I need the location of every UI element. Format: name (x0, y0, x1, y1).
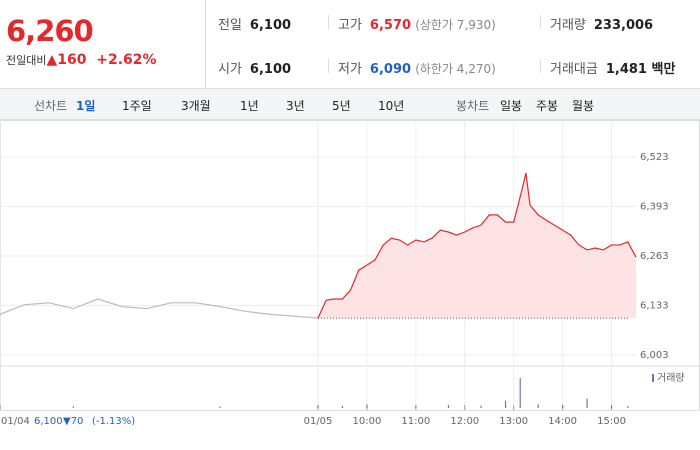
change-amount: ▲160 (46, 52, 87, 68)
change-pct: +2.62% (96, 52, 157, 68)
separator (540, 59, 541, 73)
info-key: 고가 (338, 18, 362, 33)
candle-tab[interactable]: 월봉 (572, 99, 595, 113)
change-label: 전일대비 (6, 54, 47, 67)
x-tick-label: 15:00 (597, 416, 626, 427)
info-cell: 전일 6,100 (218, 14, 291, 33)
volume-bar (480, 405, 482, 408)
candle-tab[interactable]: 일봉 (500, 99, 523, 113)
x-tick-label: 13:00 (499, 416, 528, 427)
info-value: 6,090 (369, 62, 412, 77)
info-value: 6,100 (249, 62, 292, 77)
volume-bar (610, 405, 613, 408)
prev-pct: (-1.13%) (92, 416, 135, 427)
volume-bar (562, 405, 564, 408)
volume-bar (627, 406, 629, 408)
info-cell: 거래대금 1,481 백만 (550, 58, 675, 77)
volume-bar (537, 404, 539, 408)
info-value: 6,570 (369, 18, 412, 33)
info-value: 1,481 백만 (605, 62, 676, 77)
tab-bar: 선차트 1일 1주일 3개월 1년 3년 5년 10년 봉차트 일봉 주봉 월봉 (0, 89, 700, 120)
volume-bar (447, 405, 450, 408)
volume-bar (219, 406, 221, 408)
period-tab[interactable]: 1일 (76, 99, 96, 113)
x-tick-label: 01/04 (1, 416, 30, 427)
info-sub: (상한가 7,930) (415, 18, 496, 32)
y-tick-label: 6,133 (640, 301, 669, 312)
header: 6,260 전일대비▲160 +2.62% 전일 6,100 고가 6,570 (상한… (0, 0, 700, 89)
volume-bar (586, 398, 588, 408)
info-cell: 저가 6,090 (하한가 4,270) (338, 58, 496, 77)
period-tab[interactable]: 10년 (378, 99, 405, 113)
legend-label: 거래량 (657, 372, 685, 384)
area (318, 172, 636, 319)
separator (328, 15, 329, 29)
prev-price: 6,100 (34, 416, 63, 427)
price-line (317, 172, 637, 319)
separator (540, 15, 541, 29)
x-tick-label: 14:00 (548, 416, 577, 427)
info-cell: 거래량 233,006 (550, 14, 653, 33)
prev-change: ▼70 (63, 416, 83, 427)
volume-bar (341, 405, 344, 408)
tab-group-label: 봉차트 (456, 99, 490, 113)
volume-bar (519, 378, 521, 408)
y-tick-label: 6,523 (640, 152, 669, 163)
price-panel: 6,260 전일대비▲160 +2.62% (0, 0, 206, 88)
volume-bar (317, 405, 319, 408)
current-price: 6,260 (6, 14, 94, 48)
x-tick-label: 01/05 (304, 416, 333, 427)
period-tab[interactable]: 3년 (286, 99, 305, 113)
info-key: 시가 (218, 62, 242, 77)
period-tab[interactable]: 1년 (240, 99, 259, 113)
y-tick-label: 6,003 (640, 350, 669, 361)
y-tick-label: 6,393 (640, 202, 669, 213)
info-value: 233,006 (593, 18, 654, 33)
volume-bar (415, 406, 417, 408)
volume-bar (366, 404, 368, 408)
info-key: 전일 (218, 18, 242, 33)
info-value: 6,100 (249, 18, 292, 33)
tab-group-label: 선차트 (34, 99, 68, 113)
x-tick-label: 12:00 (450, 416, 479, 427)
candle-tab[interactable]: 주봉 (536, 99, 559, 113)
change: 전일대비▲160 +2.62% (6, 52, 157, 68)
period-tab[interactable]: 3개월 (181, 99, 211, 113)
y-tick-label: 6,263 (640, 251, 669, 262)
info-key: 거래량 (550, 18, 586, 33)
separator (328, 59, 329, 73)
legend-swatch (652, 374, 654, 382)
info-sub: (하한가 4,270) (415, 62, 496, 76)
info-cell: 고가 6,570 (상한가 7,930) (338, 14, 496, 33)
info-key: 거래대금 (550, 62, 598, 77)
x-tick-label: 11:00 (401, 416, 430, 427)
info-key: 저가 (338, 62, 362, 77)
volume-bar (504, 400, 507, 408)
period-tab[interactable]: 5년 (332, 99, 351, 113)
volume-bar (72, 406, 74, 408)
x-tick-label: 10:00 (353, 416, 382, 427)
price-line (0, 298, 319, 319)
period-tab[interactable]: 1주일 (122, 99, 152, 113)
info-cell: 시가 6,100 (218, 58, 291, 77)
